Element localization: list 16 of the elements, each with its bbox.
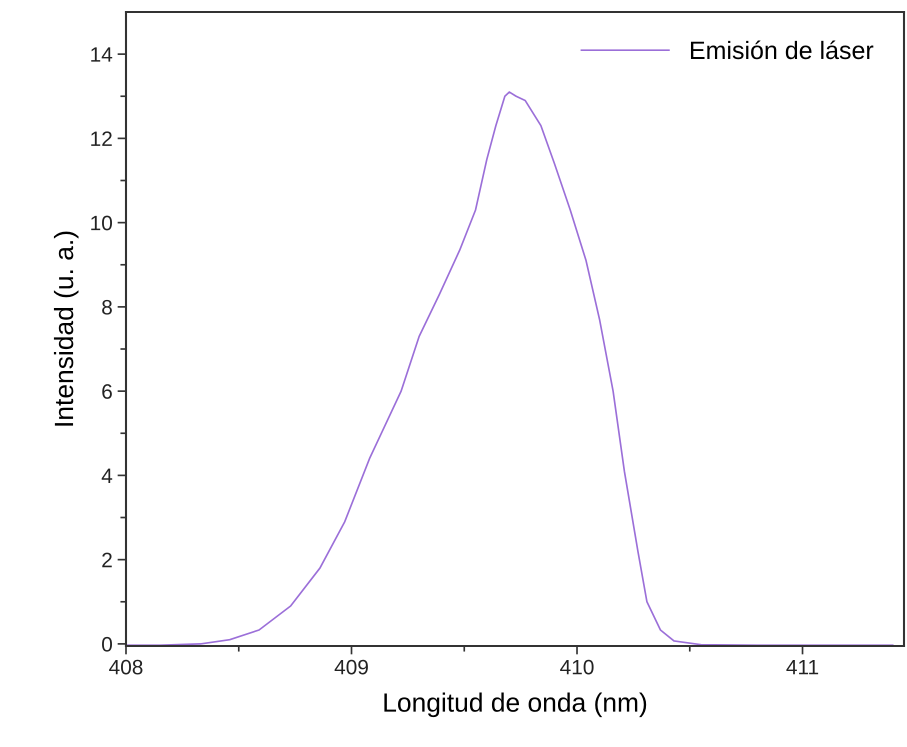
line-series [126, 91, 894, 646]
y-tick-label: 12 [91, 131, 112, 146]
y-tick-label: 6 [102, 384, 112, 399]
x-tick-label: 408 [109, 660, 142, 674]
y-axis-title: Intensidad (u. a.) [54, 232, 79, 426]
y-tick-label: 0 [102, 636, 112, 652]
x-tick-label: 409 [334, 660, 368, 674]
y-tick-label: 14 [91, 47, 112, 62]
y-tick-label: 4 [102, 468, 112, 483]
y-tick-label: 8 [102, 300, 112, 315]
x-tick-label: 411 [786, 660, 818, 674]
y-tick-label: 10 [91, 216, 112, 230]
x-tick-label: 410 [560, 660, 594, 674]
legend-label: Emisión de láser [690, 40, 874, 60]
x-axis-title: Longitud de onda (nm) [384, 692, 646, 718]
y-tick-label: 2 [102, 552, 112, 568]
